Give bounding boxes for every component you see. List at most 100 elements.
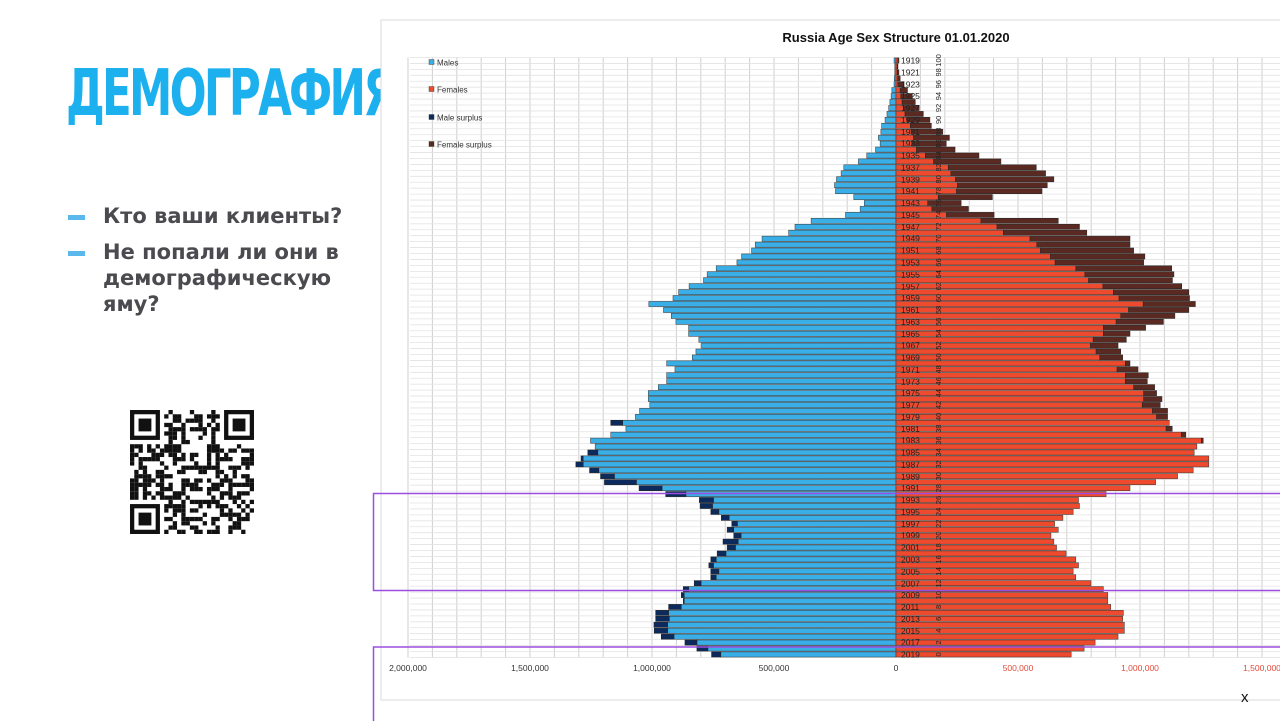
year-label: 2019 <box>901 650 920 660</box>
qr-module <box>130 495 135 500</box>
bar-male <box>741 253 897 260</box>
bar-male-surplus <box>726 526 734 533</box>
qr-module <box>155 491 160 496</box>
bar-male <box>878 134 897 141</box>
bar-female-surplus <box>897 81 905 88</box>
bar-female <box>895 402 1143 408</box>
qr-module <box>147 482 152 487</box>
qr-module <box>206 457 212 462</box>
qr-module <box>202 465 207 470</box>
bar-male-surplus <box>600 473 615 480</box>
qr-module <box>177 508 182 513</box>
bar-female-surplus <box>1090 342 1119 349</box>
slide-title: ДЕМОГРАФИЯ <box>66 57 397 131</box>
qr-module <box>181 422 186 428</box>
qr-module <box>172 525 178 530</box>
bar-female-surplus <box>896 69 900 76</box>
bar-male <box>696 639 897 646</box>
qr-module <box>249 508 254 513</box>
qr-module <box>147 478 152 483</box>
qr-module <box>198 427 203 432</box>
qr-module <box>232 512 237 517</box>
qr-module <box>232 448 237 453</box>
year-label: 1971 <box>901 364 920 374</box>
bar-female-surplus <box>901 99 916 105</box>
qr-module <box>168 435 173 440</box>
age-label: 30 <box>934 472 943 480</box>
age-label: 94 <box>934 92 943 100</box>
qr-module <box>138 444 143 449</box>
bar-male <box>703 277 897 284</box>
qr-module <box>198 478 203 483</box>
qr-module <box>164 495 169 500</box>
age-label: 64 <box>934 270 943 278</box>
bar-male <box>880 128 897 135</box>
bar-male <box>700 580 897 587</box>
year-label: 2009 <box>901 590 920 600</box>
qr-module <box>241 461 246 466</box>
close-button[interactable]: x <box>1241 689 1249 706</box>
bar-female-surplus <box>1103 324 1146 331</box>
qr-module <box>185 439 190 445</box>
qr-module <box>181 482 186 487</box>
qr-module <box>228 482 233 487</box>
bullet-text: Не попали ли они в демографическую яму? <box>103 240 339 316</box>
bar-female-surplus <box>1118 295 1190 301</box>
bar-male <box>718 509 897 515</box>
bar-female-surplus <box>1115 319 1164 325</box>
qr-module <box>241 457 246 462</box>
year-label: 1929 <box>901 115 920 125</box>
qr-module <box>206 499 212 505</box>
bar-female <box>895 538 1055 545</box>
legend-swatch <box>428 114 435 120</box>
age-label: 68 <box>934 246 943 254</box>
bar-female-surplus <box>910 122 932 129</box>
bar-male <box>715 265 897 272</box>
qr-module <box>215 452 220 458</box>
bar-male <box>688 330 897 337</box>
qr-module <box>228 448 233 453</box>
bar-female <box>895 461 1210 468</box>
qr-finder <box>138 418 152 432</box>
qr-module <box>215 465 220 470</box>
qr-module <box>219 448 225 453</box>
highlight-box <box>372 646 1280 721</box>
qr-module <box>168 422 173 428</box>
qr-module <box>219 512 225 517</box>
bar-female <box>895 562 1079 569</box>
qr-module <box>202 499 207 505</box>
bar-female-surplus <box>996 223 1080 230</box>
qr-module <box>245 448 250 453</box>
year-label: 1969 <box>901 353 920 363</box>
bar-female-surplus <box>950 170 1046 177</box>
qr-module <box>185 521 190 526</box>
qr-module <box>245 516 250 522</box>
age-label: 12 <box>934 579 943 587</box>
qr-module <box>245 512 250 517</box>
qr-code[interactable] <box>130 410 254 534</box>
qr-module <box>164 444 169 449</box>
qr-module <box>181 478 186 483</box>
bar-female <box>895 324 1104 331</box>
bar-female-surplus <box>1143 390 1157 396</box>
bar-male <box>733 526 897 533</box>
qr-module <box>172 495 178 500</box>
qr-module <box>245 491 250 496</box>
bar-male <box>674 366 897 373</box>
bar-male-surplus <box>682 586 689 592</box>
bar-male <box>636 479 897 486</box>
qr-module <box>228 486 233 492</box>
qr-module <box>215 457 220 462</box>
bar-male <box>712 503 897 509</box>
age-label: 58 <box>934 306 943 314</box>
qr-module <box>181 452 186 458</box>
qr-module <box>172 431 178 436</box>
age-label: 10 <box>934 591 943 599</box>
year-label: 1999 <box>901 531 920 541</box>
bar-female <box>895 319 1117 325</box>
year-label: 1985 <box>901 448 920 458</box>
qr-module <box>189 410 195 415</box>
qr-module <box>172 444 178 449</box>
age-label: 34 <box>934 448 943 456</box>
year-label: 2015 <box>901 626 920 636</box>
